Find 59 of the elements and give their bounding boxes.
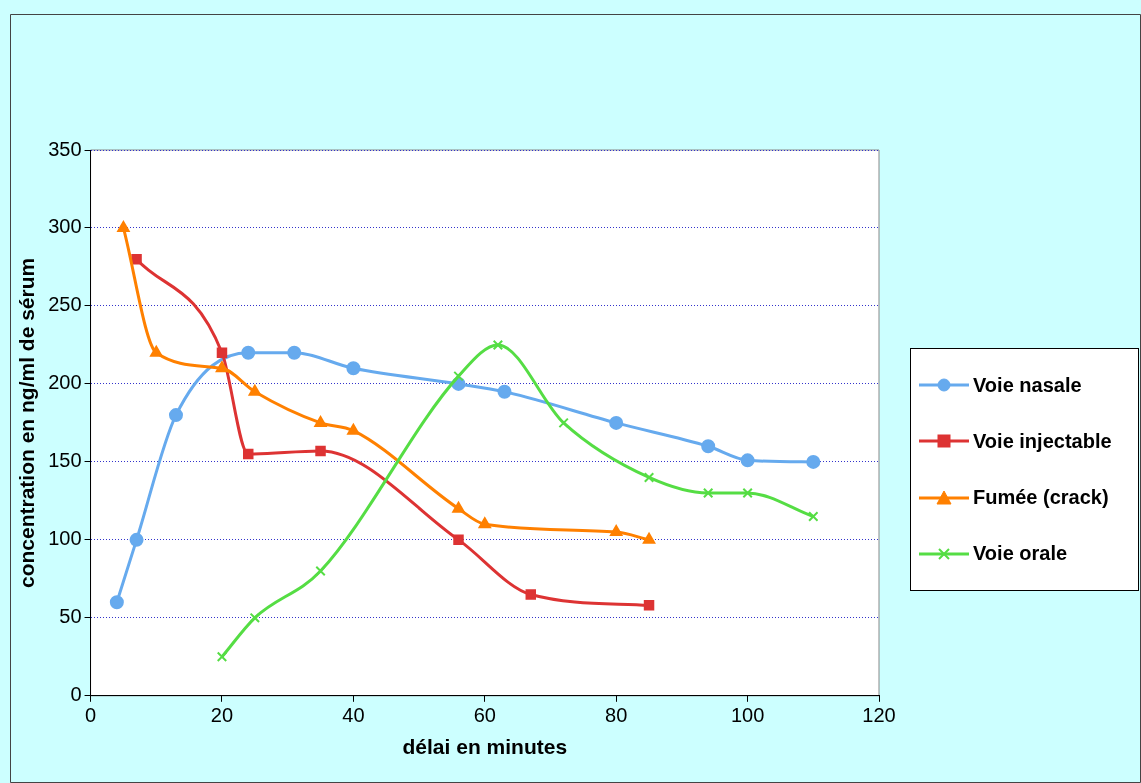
point [241,345,256,360]
x-tick-label: 80 [605,704,628,727]
y-tick-label: 150 [48,449,82,472]
point [453,534,464,546]
point [643,472,655,483]
point [248,384,262,396]
point [643,600,655,611]
point [808,511,819,522]
point [452,501,465,513]
point [740,453,755,468]
x-tick-label: 100 [730,704,765,727]
point [215,361,229,373]
point [109,595,124,610]
point [287,345,302,360]
y-axis-title: concentration en ng/ml de sérum [15,257,39,589]
point [525,589,537,600]
point [346,361,361,376]
y-tick-label: 200 [48,371,82,394]
x-tick-label: 120 [862,704,896,727]
point [216,347,228,358]
y-tick-label: 50 [59,605,82,628]
point [492,339,504,351]
point [243,448,254,460]
legend-label: Fumée (crack) [973,486,1109,510]
point [314,415,327,427]
point [742,487,753,499]
x-tick-label: 40 [342,704,365,727]
point [347,423,360,435]
point [497,384,512,399]
legend-label: Voie nasale [973,373,1082,397]
point [478,517,491,529]
x-tick-label: 0 [85,704,97,727]
point [702,487,714,499]
legend-label: Voie injectable [973,429,1112,453]
legend-label: Voie orale [973,542,1068,566]
point [150,345,163,357]
x-tick-label: 60 [473,704,496,727]
point [129,532,144,547]
point [609,415,624,430]
x-tick-label: 20 [210,704,234,727]
point [249,612,261,624]
point [701,439,716,454]
point [609,525,623,537]
x-axis-title: délai en minutes [402,735,568,759]
point [168,408,183,423]
point [315,565,326,577]
y-tick-label: 0 [70,683,82,706]
point [453,370,464,382]
y-tick-label: 250 [48,293,82,316]
point [642,532,656,544]
y-tick-label: 100 [48,527,82,550]
point [117,220,130,232]
y-tick-label: 350 [48,137,82,160]
point [558,417,569,429]
point [216,651,228,663]
point [131,253,142,265]
point [315,445,326,457]
y-tick-label: 300 [48,215,82,238]
point [806,454,821,469]
